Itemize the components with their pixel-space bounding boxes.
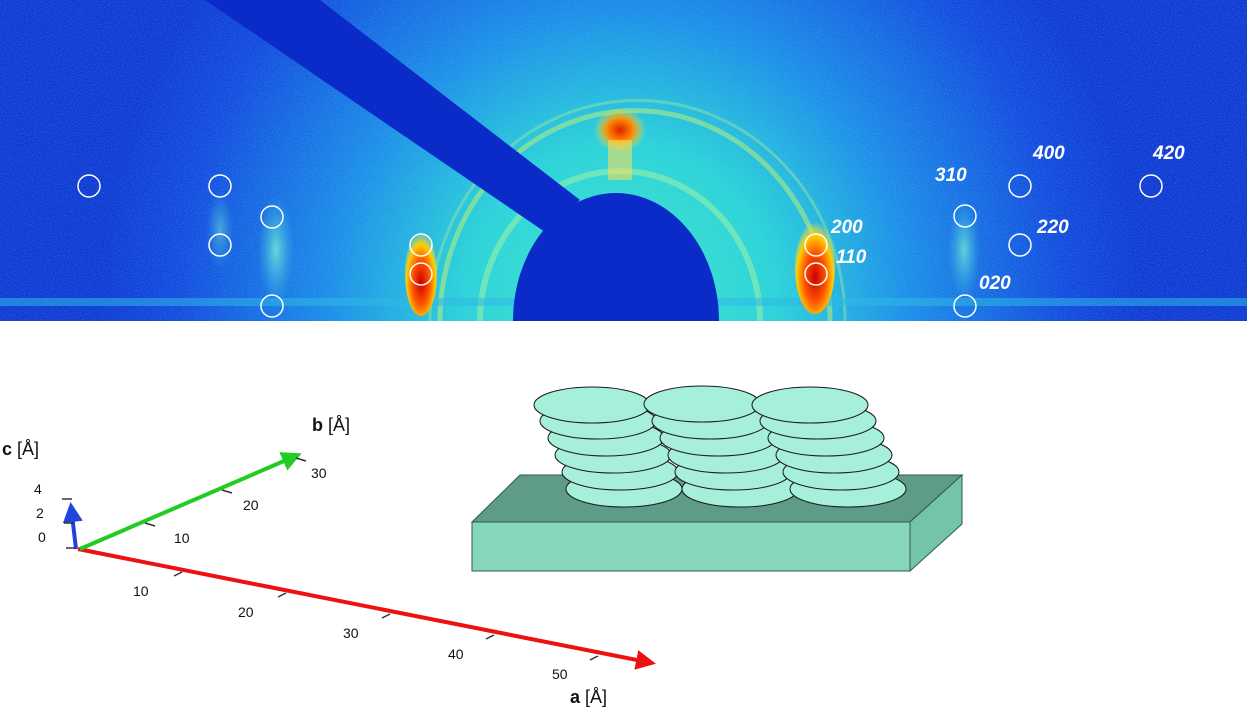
c-axis-unit: [Å]: [17, 439, 39, 459]
reflection-label-220: 220: [1036, 217, 1069, 238]
c-axis-symbol: c: [2, 439, 12, 459]
reflection-marker: [804, 262, 828, 286]
c-axis-ticks: [62, 498, 76, 549]
faint-peak-left-2: [206, 190, 234, 270]
reflection-marker: [1008, 233, 1032, 257]
a-axis-tick: [173, 571, 183, 577]
b-axis-tick-label: 10: [174, 530, 190, 546]
a-axis-unit: [Å]: [585, 687, 607, 707]
reflection-marker: [1139, 174, 1163, 198]
b-axis-unit: [Å]: [328, 415, 350, 435]
a-axis-tick-label: 20: [238, 604, 254, 620]
disc: [751, 386, 869, 424]
a-axis-tick: [485, 634, 495, 640]
reflection-marker: [409, 262, 433, 286]
b-axis-tick-label: 30: [311, 465, 327, 481]
b-axis-label: b [Å]: [312, 415, 350, 435]
c-axis-label: c [Å]: [2, 439, 39, 459]
reflection-marker: [77, 174, 101, 198]
c-axis-line: [62, 502, 83, 550]
lattice-axes: 10 20 30 40 50 a [Å] 10 20 30 b [Å] 0 2 …: [2, 415, 656, 707]
a-axis-tick-label: 50: [552, 666, 568, 682]
reflection-marker: [260, 294, 284, 318]
a-axis-ticks: [173, 571, 599, 661]
faint-peak-left: [258, 195, 294, 305]
beamstop: [513, 193, 719, 321]
b-axis-tick: [144, 522, 156, 527]
reflection-marker: [1008, 174, 1032, 198]
diffraction-pattern: 400 420 310 200 220 110 020: [0, 0, 1247, 322]
a-axis-tick: [589, 655, 599, 661]
substrate-front: [471, 521, 911, 572]
a-axis-tick-label: 10: [133, 583, 149, 599]
a-axis-line: [77, 547, 656, 670]
a-axis-tick-label: 30: [343, 625, 359, 641]
bragg-spot-top-tail: [608, 140, 632, 180]
b-axis-tick: [221, 489, 233, 494]
reflection-marker: [208, 233, 232, 257]
reflection-label-420: 420: [1152, 143, 1185, 164]
reflection-label-020: 020: [979, 273, 1011, 294]
c-axis-tick-label: 2: [36, 505, 44, 521]
a-axis-label: a [Å]: [570, 687, 607, 707]
a-axis-tick: [277, 592, 287, 598]
substrate-side: [909, 473, 963, 573]
scattering-ring-outer-2: [428, 98, 847, 322]
disc-column-2: [643, 385, 799, 508]
beamstop-arm: [205, 0, 580, 232]
reflection-marker: [208, 174, 232, 198]
c-axis-tick-label: 4: [34, 481, 42, 497]
faint-peak-right: [948, 200, 980, 300]
b-axis-ticks: [144, 457, 307, 527]
reflection-marker: [409, 233, 433, 257]
bragg-rod-right: [795, 222, 835, 314]
disc: [533, 386, 651, 424]
disc-column-1: [533, 386, 683, 508]
a-axis-tick-label: 40: [448, 646, 464, 662]
reflection-label-400: 400: [1032, 143, 1065, 164]
c-axis-tick-label: 0: [38, 529, 46, 545]
b-axis-line: [79, 452, 302, 551]
reflection-label-310: 310: [935, 165, 967, 186]
reflection-label-110: 110: [836, 247, 867, 268]
reflection-marker: [804, 233, 828, 257]
reflection-marker: [953, 294, 977, 318]
disc: [643, 385, 761, 423]
reflection-marker: [953, 204, 977, 228]
bragg-spot-top: [594, 108, 646, 152]
reflection-label-200: 200: [830, 217, 863, 238]
disc-column-3: [751, 386, 907, 508]
reflection-markers: [77, 174, 1163, 318]
stack-illustration: [470, 385, 964, 573]
reflection-marker: [260, 205, 284, 229]
a-axis-symbol: a: [570, 687, 581, 707]
reflection-labels: 400 420 310 200 220 110 020: [830, 143, 1185, 294]
b-axis-symbol: b: [312, 415, 323, 435]
b-axis-tick-label: 20: [243, 497, 259, 513]
scattering-ring-outer: [437, 108, 833, 322]
b-axis-tick: [295, 457, 307, 462]
a-axis-tick: [381, 613, 391, 619]
